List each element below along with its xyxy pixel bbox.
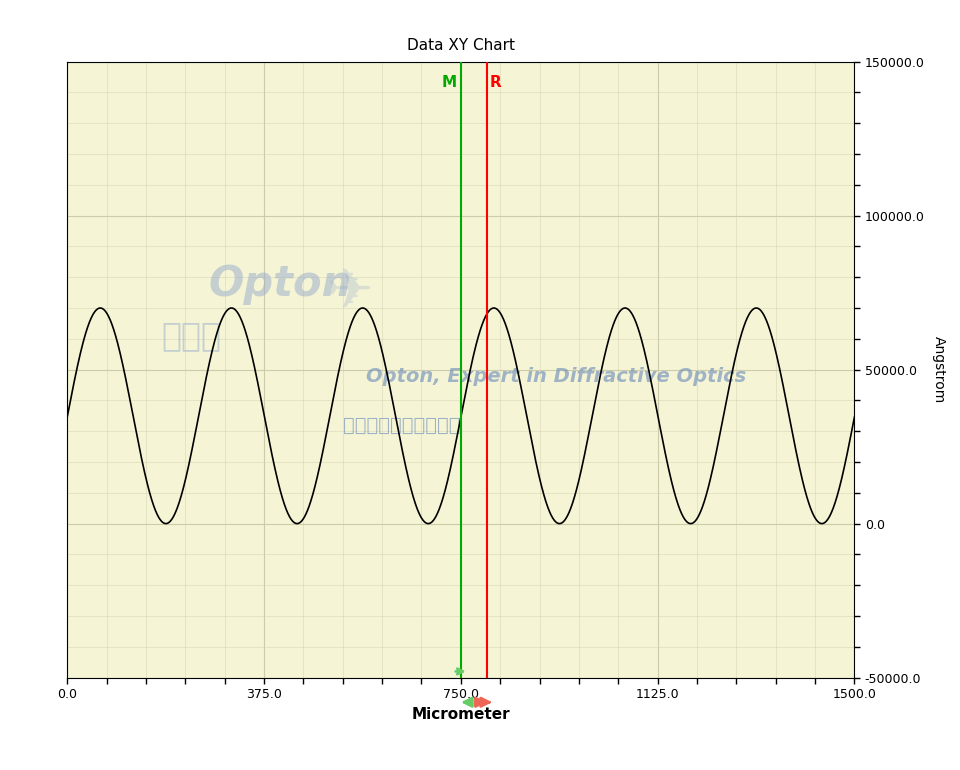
Title: Data XY Chart: Data XY Chart — [407, 38, 515, 53]
Text: ✈: ✈ — [327, 266, 373, 320]
Text: 奥普顿，衍射光学专家: 奥普顿，衍射光学专家 — [343, 417, 460, 435]
Text: 奥普顿: 奥普顿 — [161, 319, 222, 352]
Text: Opton, Expert in Diffractive Optics: Opton, Expert in Diffractive Optics — [367, 367, 747, 386]
Y-axis label: Angstrom: Angstrom — [931, 336, 946, 403]
Text: R: R — [490, 75, 501, 90]
X-axis label: Micrometer: Micrometer — [412, 707, 510, 721]
Text: M: M — [442, 75, 457, 90]
Text: Opton: Opton — [209, 263, 352, 305]
